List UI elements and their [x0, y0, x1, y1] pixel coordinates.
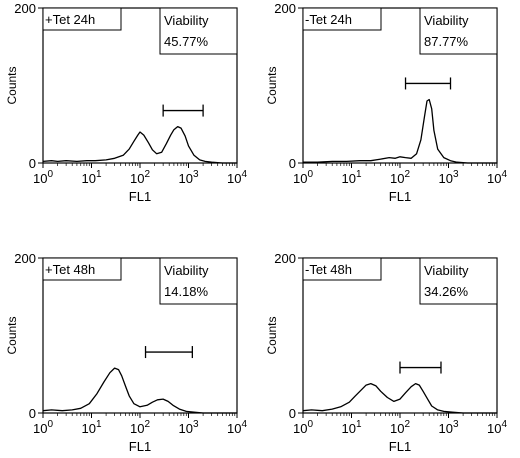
x-tick-label: 104 — [227, 169, 247, 186]
viability-box — [159, 257, 238, 305]
condition-label: +Tet 48h — [45, 262, 95, 277]
x-tick-label: 102 — [390, 169, 410, 186]
x-tick-exponent: 1 — [96, 419, 102, 430]
condition-label: +Tet 24h — [45, 12, 95, 27]
viability-value: 45.77% — [164, 34, 209, 49]
x-tick-exponent: 3 — [453, 419, 459, 430]
x-tick-exponent: 2 — [144, 419, 150, 430]
viability-title: Viability — [164, 13, 209, 28]
y-axis-label: Counts — [5, 66, 19, 104]
x-tick-exponent: 0 — [47, 169, 53, 180]
x-tick-label: 101 — [341, 419, 361, 436]
x-tick-exponent: 2 — [404, 419, 410, 430]
y-tick-label: 200 — [274, 1, 296, 16]
viability-title: Viability — [424, 263, 469, 278]
x-tick-label: 101 — [341, 169, 361, 186]
x-tick-label: 101 — [81, 419, 101, 436]
x-tick-label: 100 — [33, 169, 53, 186]
x-tick-exponent: 1 — [96, 169, 102, 180]
viability-box — [419, 257, 498, 305]
y-axis-label: Counts — [265, 316, 279, 354]
x-tick-label: 100 — [33, 419, 53, 436]
x-tick-label: 103 — [438, 419, 458, 436]
x-tick-label: 104 — [487, 169, 507, 186]
x-axis-label: FL1 — [389, 439, 411, 454]
viability-box — [419, 7, 498, 55]
x-tick-label: 102 — [130, 419, 150, 436]
viability-value: 34.26% — [424, 284, 469, 299]
histogram-panel-4: 0 200 Counts 100 101 102 103 104 FL1 -Tet 48h Viab… — [260, 250, 510, 455]
x-tick-label: 102 — [390, 419, 410, 436]
y-axis-label: Counts — [5, 316, 19, 354]
x-tick-label: 103 — [438, 169, 458, 186]
viability-title: Viability — [164, 263, 209, 278]
condition-label-box — [42, 7, 122, 31]
x-tick-label: 100 — [293, 419, 313, 436]
y-tick-label: 200 — [274, 251, 296, 266]
viability-title: Viability — [424, 13, 469, 28]
x-tick-label: 104 — [487, 419, 507, 436]
condition-label-box — [302, 7, 382, 31]
condition-label-box — [42, 257, 122, 281]
y-axis-label: Counts — [265, 66, 279, 104]
y-tick-label: 0 — [289, 156, 296, 171]
y-tick-label: 0 — [29, 406, 36, 421]
x-tick-exponent: 4 — [241, 419, 247, 430]
x-tick-label: 102 — [130, 169, 150, 186]
histogram-series-line — [42, 367, 237, 414]
x-tick-exponent: 1 — [356, 419, 362, 430]
histogram-panel-2: 0 200 Counts 100 101 102 103 104 FL1 -Tet 24h Viab… — [260, 0, 510, 205]
x-tick-exponent: 4 — [501, 169, 507, 180]
viability-value: 14.18% — [164, 284, 209, 299]
x-tick-exponent: 2 — [404, 169, 410, 180]
x-tick-exponent: 3 — [193, 419, 199, 430]
condition-label: -Tet 48h — [305, 262, 352, 277]
x-tick-exponent: 1 — [356, 169, 362, 180]
x-tick-label: 100 — [293, 169, 313, 186]
x-axis-label: FL1 — [129, 189, 151, 204]
x-tick-exponent: 4 — [241, 169, 247, 180]
x-tick-label: 103 — [178, 169, 198, 186]
x-tick-label: 101 — [81, 169, 101, 186]
condition-label-box — [302, 257, 382, 281]
y-tick-label: 0 — [29, 156, 36, 171]
x-tick-exponent: 0 — [307, 169, 313, 180]
y-tick-label: 200 — [14, 251, 36, 266]
histogram-series-line — [42, 125, 237, 164]
y-tick-label: 0 — [289, 406, 296, 421]
viability-value: 87.77% — [424, 34, 469, 49]
viability-box — [159, 7, 238, 55]
x-tick-exponent: 2 — [144, 169, 150, 180]
histogram-panel-1: 0 200 Counts 100 101 102 103 104 FL1 +Tet 24h Viab… — [0, 0, 250, 205]
x-tick-exponent: 4 — [501, 419, 507, 430]
histogram-series-line — [303, 98, 497, 164]
histogram-series-line — [302, 382, 497, 414]
histogram-panel-3: 0 200 Counts 100 101 102 103 104 FL1 +Tet 48h Viab… — [0, 250, 250, 455]
x-tick-exponent: 3 — [453, 169, 459, 180]
x-tick-label: 104 — [227, 419, 247, 436]
x-axis-label: FL1 — [129, 439, 151, 454]
x-tick-exponent: 0 — [47, 419, 53, 430]
y-tick-label: 200 — [14, 1, 36, 16]
condition-label: -Tet 24h — [305, 12, 352, 27]
x-tick-label: 103 — [178, 419, 198, 436]
x-tick-exponent: 0 — [307, 419, 313, 430]
x-tick-exponent: 3 — [193, 169, 199, 180]
x-axis-label: FL1 — [389, 189, 411, 204]
